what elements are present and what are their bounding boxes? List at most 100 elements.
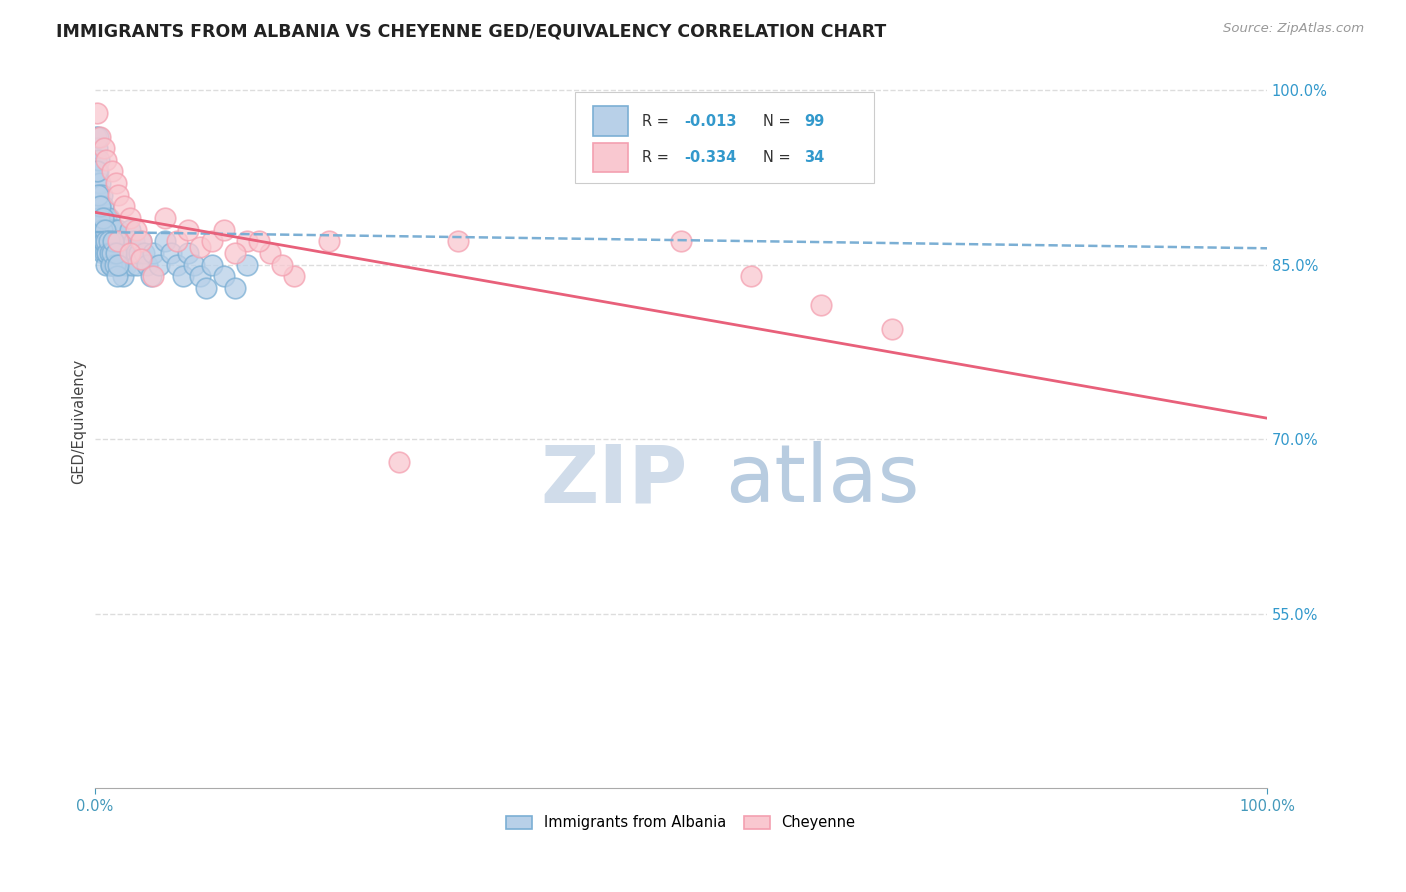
Point	[114, 235, 136, 249]
Point	[96, 153, 118, 167]
Point	[94, 222, 117, 236]
Point	[880, 321, 903, 335]
Text: IMMIGRANTS FROM ALBANIA VS CHEYENNE GED/EQUIVALENCY CORRELATION CHART: IMMIGRANTS FROM ALBANIA VS CHEYENNE GED/…	[56, 22, 887, 40]
Point	[247, 235, 270, 249]
Point	[89, 153, 111, 167]
Point	[131, 235, 153, 249]
Point	[153, 211, 176, 225]
Point	[172, 269, 194, 284]
FancyBboxPatch shape	[575, 92, 875, 184]
Point	[107, 246, 129, 260]
Point	[120, 246, 142, 260]
Point	[101, 246, 124, 260]
Point	[104, 235, 127, 249]
Point	[283, 269, 305, 284]
Text: N =: N =	[763, 113, 796, 128]
Point	[94, 222, 117, 236]
Point	[112, 246, 135, 260]
Point	[115, 258, 138, 272]
Point	[112, 199, 135, 213]
Point	[128, 246, 150, 260]
Point	[142, 269, 165, 284]
Point	[96, 222, 118, 236]
Point	[104, 258, 127, 272]
Point	[236, 235, 259, 249]
Point	[87, 129, 110, 144]
Point	[86, 164, 108, 178]
Point	[93, 235, 115, 249]
Point	[136, 258, 159, 272]
Point	[96, 258, 118, 272]
Point	[89, 211, 111, 225]
Point	[124, 246, 146, 260]
Point	[97, 211, 120, 225]
Point	[100, 235, 122, 249]
Point	[107, 235, 129, 249]
Point	[93, 141, 115, 155]
Point	[87, 199, 110, 213]
Point	[89, 129, 111, 144]
Point	[212, 269, 235, 284]
Point	[93, 235, 115, 249]
Text: Source: ZipAtlas.com: Source: ZipAtlas.com	[1223, 22, 1364, 36]
Point	[153, 235, 176, 249]
Point	[96, 235, 118, 249]
Point	[388, 455, 411, 469]
Point	[86, 106, 108, 120]
Point	[91, 211, 114, 225]
Point	[98, 246, 121, 260]
Text: -0.334: -0.334	[685, 150, 737, 165]
Point	[89, 199, 111, 213]
Point	[103, 235, 125, 249]
Point	[87, 187, 110, 202]
Point	[188, 269, 211, 284]
Point	[91, 222, 114, 236]
Point	[103, 258, 125, 272]
Point	[104, 176, 127, 190]
Point	[94, 246, 117, 260]
Point	[97, 235, 120, 249]
Point	[105, 269, 128, 284]
Point	[194, 281, 217, 295]
Point	[166, 258, 188, 272]
Point	[101, 246, 124, 260]
Point	[177, 222, 200, 236]
Point	[166, 235, 188, 249]
Point	[201, 235, 224, 249]
Point	[121, 258, 143, 272]
Legend: Immigrants from Albania, Cheyenne: Immigrants from Albania, Cheyenne	[501, 809, 862, 836]
Point	[103, 258, 125, 272]
Point	[100, 258, 122, 272]
Point	[101, 164, 124, 178]
Point	[188, 240, 211, 254]
Point	[105, 246, 128, 260]
Point	[89, 222, 111, 236]
Point	[139, 269, 162, 284]
Bar	[593, 143, 628, 172]
Text: ZIP: ZIP	[540, 442, 688, 519]
Point	[100, 258, 122, 272]
Point	[118, 211, 141, 225]
Text: 34: 34	[804, 150, 824, 165]
Text: R =: R =	[643, 113, 673, 128]
Point	[447, 235, 470, 249]
Point	[148, 258, 170, 272]
Text: N =: N =	[763, 150, 796, 165]
Point	[259, 246, 281, 260]
Point	[125, 258, 148, 272]
Point	[93, 211, 115, 225]
Point	[111, 269, 134, 284]
Point	[108, 235, 131, 249]
Point	[110, 246, 132, 260]
Point	[107, 258, 129, 272]
Point	[183, 258, 205, 272]
Point	[86, 176, 108, 190]
Point	[90, 187, 112, 202]
Point	[84, 153, 107, 167]
Point	[86, 141, 108, 155]
Point	[224, 246, 246, 260]
Point	[271, 258, 294, 272]
Point	[89, 211, 111, 225]
Point	[131, 235, 153, 249]
Point	[740, 269, 762, 284]
